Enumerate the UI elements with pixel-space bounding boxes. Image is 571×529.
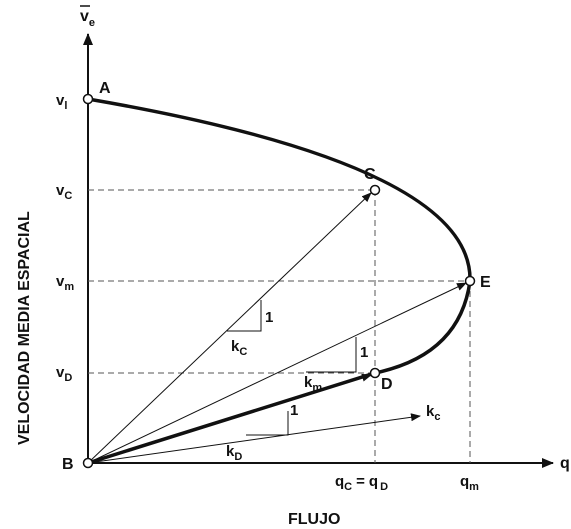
point-c-marker [369,184,381,196]
slope-kd-one: 1 [290,402,298,419]
slope-kd-label: kD [226,443,242,463]
slope-triangles [227,300,357,436]
slope-km-one: 1 [360,344,368,361]
guide-lines [88,189,471,463]
point-e-marker [464,275,476,287]
y-tick-vl: vl [56,92,67,112]
slope-rays [87,192,467,464]
point-c-label: C [364,166,376,183]
y-axis-symbol: ve [80,8,95,29]
x-tick-qc-qd: qC = q D [335,473,388,493]
slope-km-label: km [304,374,322,394]
x-tick-qm: qm [460,473,479,493]
speed-flow-curve [87,97,472,465]
x-axis-title: FLUJO [288,511,340,528]
point-d-marker [369,367,381,379]
point-a-marker [82,93,94,105]
y-tick-vd: vD [56,364,72,384]
point-a-label: A [99,80,111,97]
point-e-label: E [480,274,491,291]
point-d-label: D [381,376,393,393]
point-b-label: B [62,456,74,473]
slope-kc-label: kC [231,338,247,358]
slope-kc-one: 1 [265,309,273,326]
y-tick-vm: vm [56,273,74,293]
x-axis-symbol: q [560,455,570,472]
y-tick-vc: vC [56,182,72,202]
slope-kc-ray-label: kc [426,403,440,423]
point-b-marker [82,457,94,469]
y-axis-title: VELOCIDAD MEDIA ESPACIAL [16,211,33,445]
